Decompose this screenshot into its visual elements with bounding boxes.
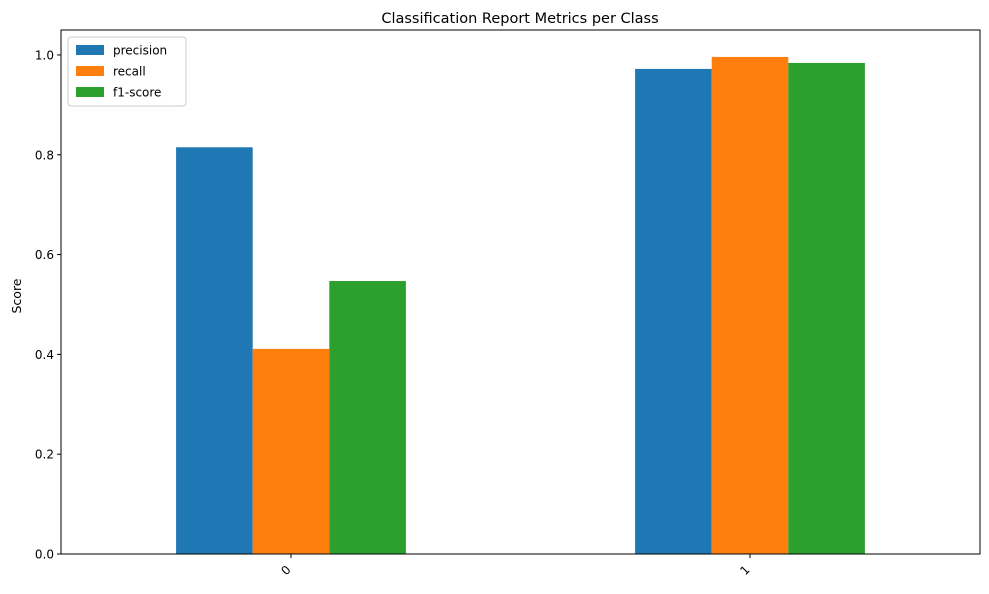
bar-f1-score-class-1 (788, 62, 865, 555)
legend-label-recall: recall (113, 65, 146, 79)
legend-label-f1-score: f1-score (113, 86, 161, 100)
y-tick-label: 1.0 (35, 48, 54, 62)
chart-title: Classification Report Metrics per Class (381, 11, 658, 27)
bar-recall-class-1 (711, 56, 789, 554)
legend-swatch-f1-score (76, 87, 104, 97)
y-tick-label: 0.0 (35, 548, 54, 562)
bar-precision-class-1 (635, 68, 712, 554)
y-tick-label: 0.4 (35, 348, 54, 362)
bars-layer (176, 56, 865, 555)
plot-frame (60, 29, 981, 555)
y-axis-label: Score (9, 278, 24, 313)
bar-recall-class-0 (252, 348, 330, 554)
legend-entries: precision recall f1-score (76, 44, 167, 100)
y-tick-label: 0.8 (35, 148, 54, 162)
bar-f1-score-class-0 (329, 281, 406, 554)
y-tick-label: 0.2 (35, 448, 54, 462)
legend-swatch-recall (76, 66, 104, 76)
legend-label-precision: precision (113, 44, 167, 58)
bar-precision-class-0 (176, 147, 253, 554)
y-tick-label: 0.6 (35, 248, 54, 262)
legend-swatch-precision (76, 45, 104, 55)
legend: precision recall f1-score (67, 36, 187, 107)
y-axis-ticks: 0.0 0.2 0.4 0.6 0.8 1.0 (35, 48, 61, 562)
